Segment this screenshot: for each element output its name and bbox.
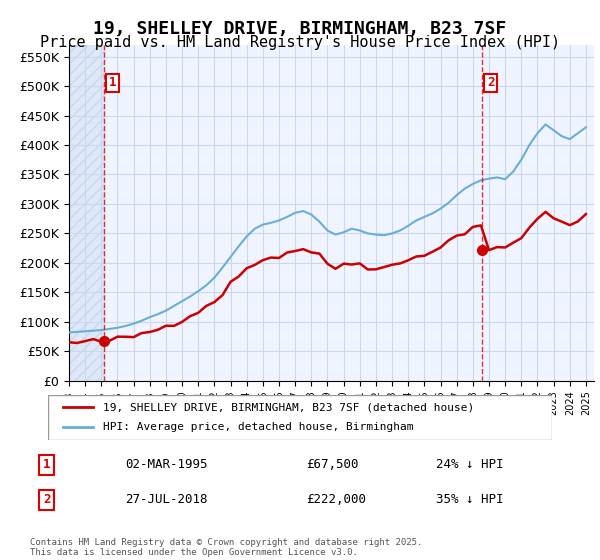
Text: Contains HM Land Registry data © Crown copyright and database right 2025.
This d: Contains HM Land Registry data © Crown c…	[30, 538, 422, 557]
Text: 19, SHELLEY DRIVE, BIRMINGHAM, B23 7SF: 19, SHELLEY DRIVE, BIRMINGHAM, B23 7SF	[94, 20, 506, 38]
Text: 1: 1	[43, 458, 50, 472]
Text: 02-MAR-1995: 02-MAR-1995	[125, 458, 208, 472]
Text: HPI: Average price, detached house, Birmingham: HPI: Average price, detached house, Birm…	[103, 422, 414, 432]
Text: £67,500: £67,500	[306, 458, 359, 472]
Text: £222,000: £222,000	[306, 493, 366, 506]
Text: 27-JUL-2018: 27-JUL-2018	[125, 493, 208, 506]
Text: 35% ↓ HPI: 35% ↓ HPI	[436, 493, 503, 506]
Text: 19, SHELLEY DRIVE, BIRMINGHAM, B23 7SF (detached house): 19, SHELLEY DRIVE, BIRMINGHAM, B23 7SF (…	[103, 402, 475, 412]
Polygon shape	[69, 45, 104, 381]
Text: 2: 2	[487, 76, 494, 89]
FancyBboxPatch shape	[48, 395, 552, 440]
Text: Price paid vs. HM Land Registry's House Price Index (HPI): Price paid vs. HM Land Registry's House …	[40, 35, 560, 50]
Text: 1: 1	[109, 76, 116, 89]
Text: 2: 2	[43, 493, 50, 506]
Text: 24% ↓ HPI: 24% ↓ HPI	[436, 458, 503, 472]
